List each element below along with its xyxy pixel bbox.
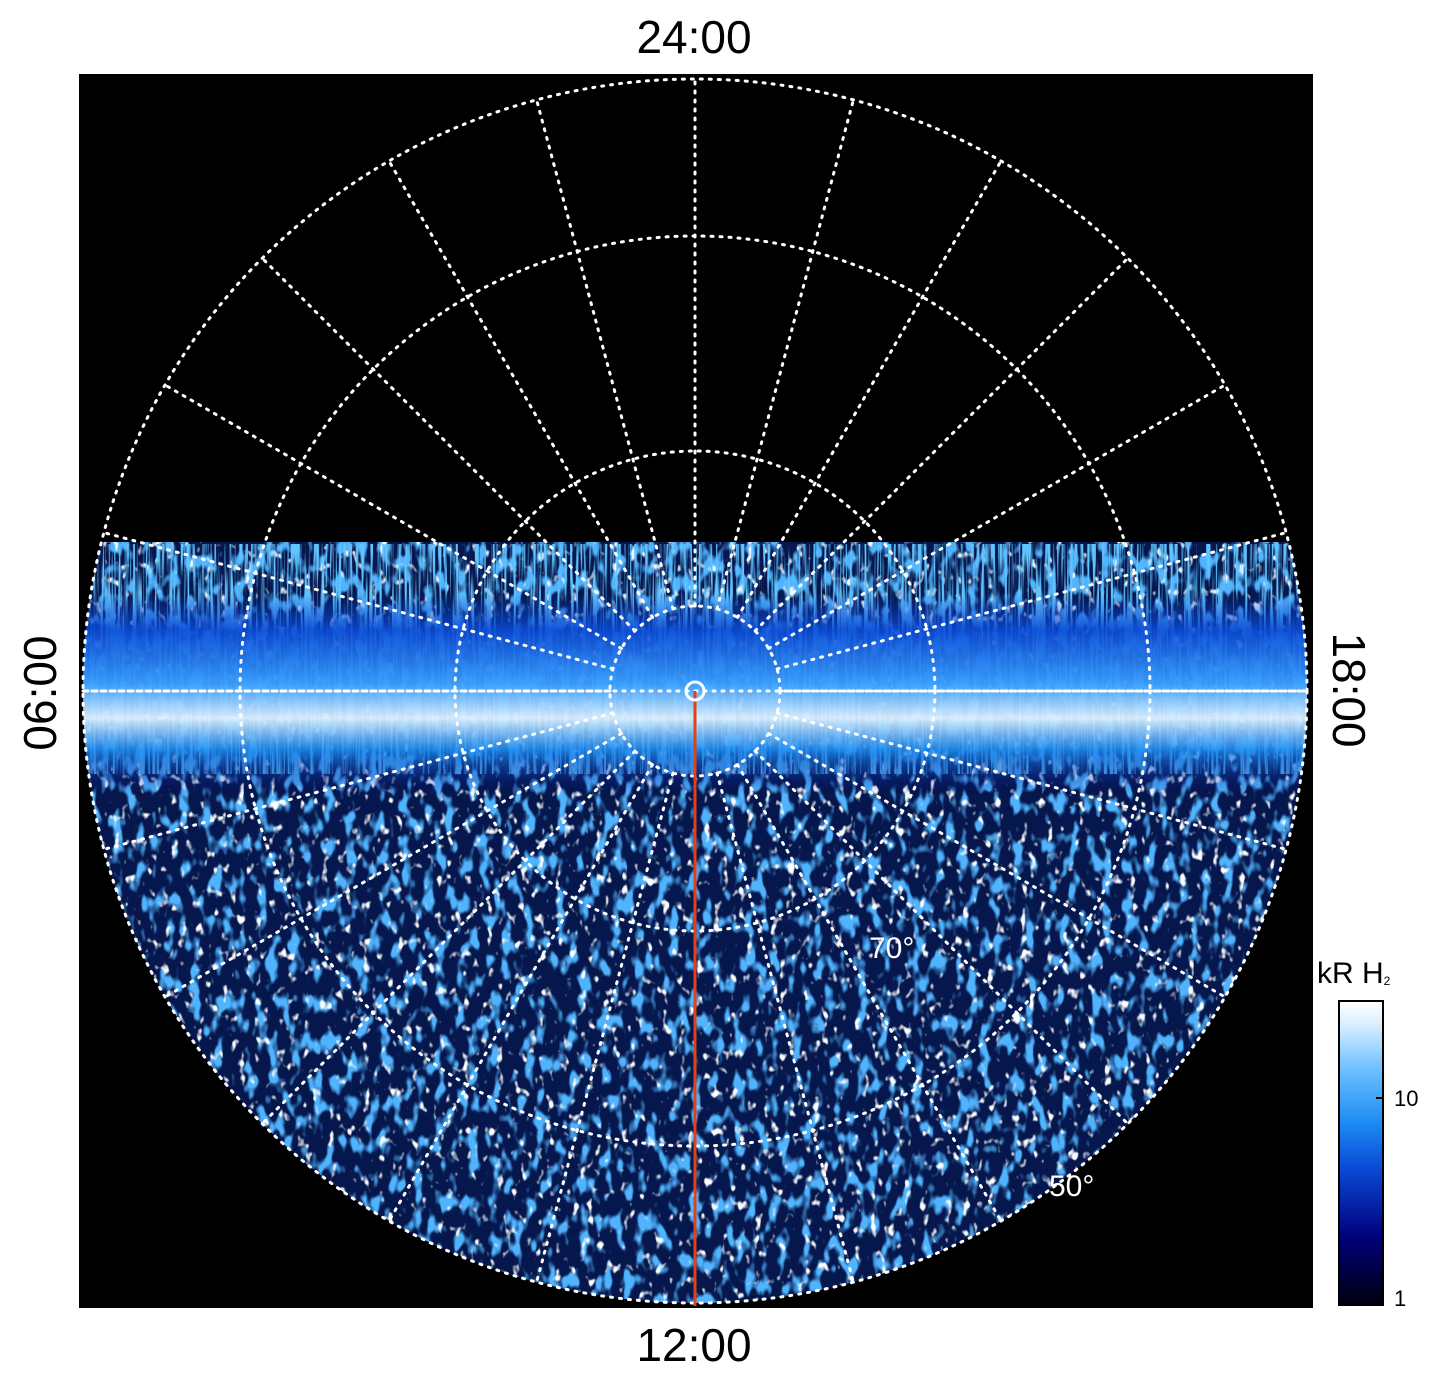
latitude-circle-4 [81,77,1309,1305]
colorbar [1338,1000,1384,1306]
colorbar-title: kR H2 [1317,957,1390,991]
meridian-line [535,98,675,611]
meridian-line [535,771,675,1284]
meridian-line [753,256,1130,633]
colorbar-tick-1: 1 [1394,1286,1407,1311]
meridian-line [775,711,1288,851]
meridian-line [767,732,1227,999]
meridian-line [260,749,637,1126]
colorbar-major-tick-1 [1376,1297,1384,1299]
polar-projection-plot: 70° 50° [79,74,1313,1308]
colorbar-major-tick-10 [1376,1097,1384,1099]
pole-marker [684,680,706,702]
latitude-label-50: 50° [1049,1170,1094,1203]
meridian-line [775,531,1288,671]
local-time-label-24: 24:00 [636,11,752,63]
meridian-line [715,771,855,1284]
local-time-label-06: 06:00 [14,635,66,751]
latitude-longitude-grid [81,77,1309,1305]
meridian-line [163,383,623,650]
meridian-line [387,159,654,619]
meridian-line [102,531,615,671]
meridian-line [767,383,1227,650]
meridian-line [715,98,855,611]
latitude-label-70: 70° [869,932,914,965]
meridian-line [102,711,615,851]
meridian-line [387,763,654,1223]
meridian-line [736,159,1003,619]
meridian-line [260,256,637,633]
colorbar-tick-10: 10 [1394,1086,1419,1111]
meridian-line [753,749,1130,1126]
colorbar-title-subscript: 2 [1383,974,1391,988]
meridian-line [163,732,623,999]
colorbar-title-main: kR H [1317,957,1384,990]
local-time-label-18: 18:00 [1323,632,1375,748]
local-time-label-12: 12:00 [636,1319,752,1371]
meridian-line [736,763,1003,1223]
